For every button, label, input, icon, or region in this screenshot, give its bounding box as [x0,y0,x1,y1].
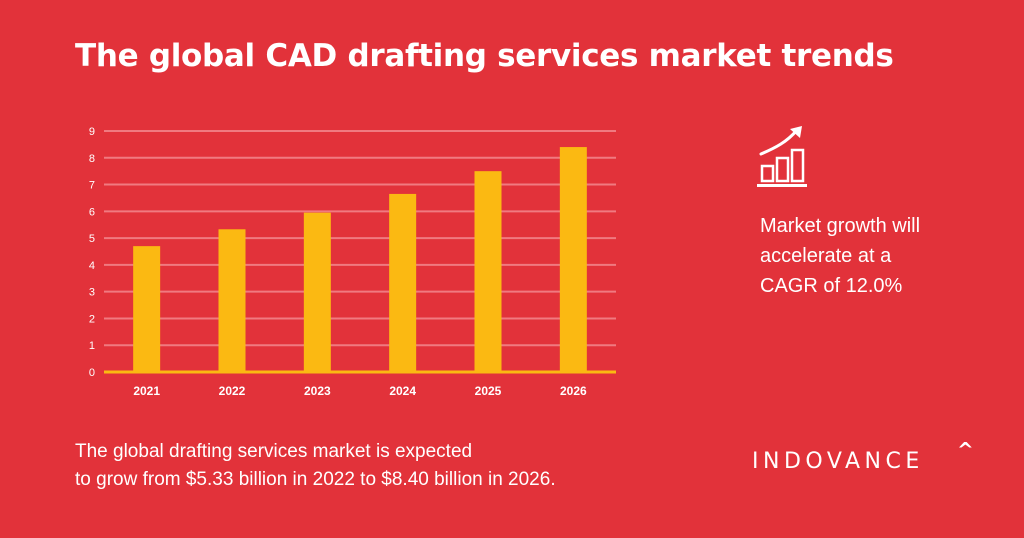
growth-line: accelerate at a [760,245,892,267]
brand-logo: INDOVANCE [752,449,924,474]
bar [474,171,502,372]
growth-chart-icon [757,126,807,187]
y-tick-label: 2 [89,313,95,325]
bar [218,229,246,372]
x-tick-label: 2023 [304,384,331,398]
y-tick-label: 8 [89,153,95,165]
y-tick-label: 1 [89,340,95,352]
growth-text: Market growth will accelerate at a CAGR … [760,211,1000,301]
page-title: The global CAD drafting services market … [75,38,894,74]
growth-line: CAGR of 12.0% [760,275,903,297]
y-tick-label: 3 [89,287,95,299]
y-tick-label: 5 [89,233,95,245]
y-tick-label: 7 [89,180,95,192]
y-tick-label: 0 [89,367,95,379]
bar [133,246,161,372]
x-tick-label: 2024 [389,384,416,398]
y-tick-label: 6 [89,206,95,218]
y-tick-label: 9 [89,126,95,138]
bar [389,193,417,372]
bar [559,147,587,372]
brand-caret-icon: ^ [957,438,974,462]
x-tick-label: 2025 [475,384,502,398]
x-tick-label: 2026 [560,384,587,398]
growth-line: Market growth will [760,215,921,237]
y-tick-label: 4 [89,260,95,272]
bar-chart: 0 1 2 3 4 5 6 7 8 9 2021 2022 2023 2024 2025 2026 [89,126,616,398]
bar [303,212,331,372]
market-footnote: The global drafting services market is e… [75,438,695,494]
x-tick-label: 2021 [133,384,160,398]
x-tick-label: 2022 [219,384,246,398]
footnote-line: The global drafting services market is e… [75,441,473,462]
footnote-line: to grow from $5.33 billion in 2022 to $8… [75,469,556,490]
